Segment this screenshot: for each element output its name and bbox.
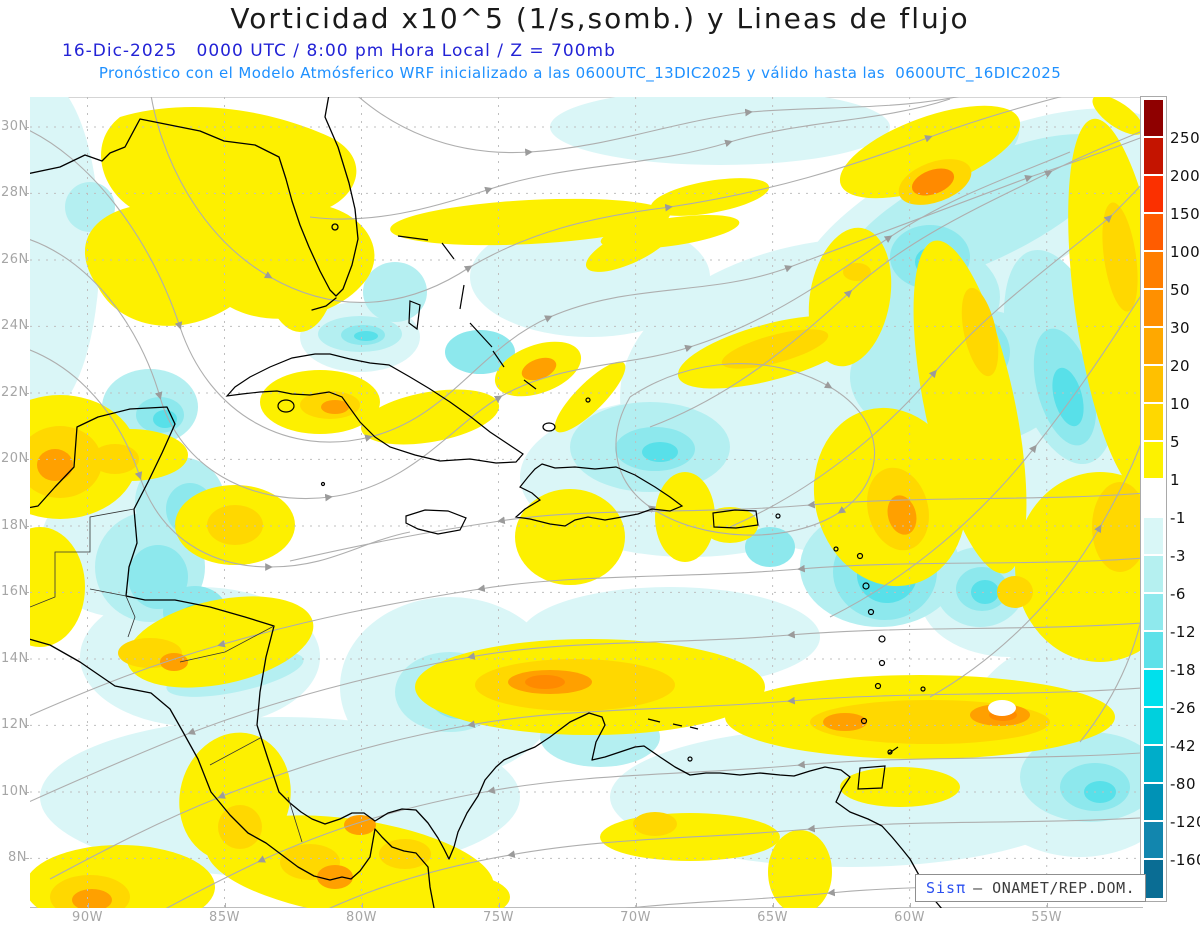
- colorbar-tick-label: -12: [1170, 623, 1196, 641]
- colorbar-tick-label: -26: [1170, 699, 1196, 717]
- colorbar-tick-label: -120: [1170, 813, 1200, 831]
- lon-tick: [498, 903, 500, 908]
- lon-tick: [909, 903, 911, 908]
- colorbar-tick-label: 10: [1170, 395, 1191, 413]
- colorbar-segment: [1144, 708, 1163, 746]
- colorbar-tick-label: 5: [1170, 433, 1181, 451]
- colorbar-tick-label: -80: [1170, 775, 1196, 793]
- lat-tick: [24, 326, 29, 328]
- colorbar-tick-label: -6: [1170, 585, 1186, 603]
- colorbar-segment: [1144, 252, 1163, 290]
- lat-label: 26N: [1, 252, 29, 267]
- colorbar-tick-label: -42: [1170, 737, 1196, 755]
- watermark-text: – ONAMET/REP.DOM.: [973, 879, 1136, 897]
- colorbar-segment: [1144, 860, 1163, 898]
- colorbar-tick-label: 50: [1170, 281, 1191, 299]
- colorbar-tick-label: 250: [1170, 129, 1200, 147]
- colorbar-segment: [1144, 784, 1163, 822]
- colorbar-segment: [1144, 822, 1163, 860]
- colorbar-segment: [1144, 518, 1163, 556]
- lon-label: 70W: [620, 910, 652, 925]
- colorbar-tick-label: 30: [1170, 319, 1191, 337]
- colorbar-segment: [1144, 594, 1163, 632]
- colorbar-segment: [1144, 404, 1163, 442]
- lon-label: 75W: [483, 910, 514, 925]
- map-canvas: [30, 97, 1143, 908]
- colorbar-segment: [1144, 328, 1163, 366]
- colorbar-segment: [1144, 746, 1163, 784]
- colorbar-segment: [1144, 632, 1163, 670]
- lat-label: 30N: [1, 119, 29, 134]
- lon-tick: [87, 903, 89, 908]
- lat-label: 16N: [1, 584, 29, 600]
- colorbar-segment: [1144, 442, 1163, 480]
- colorbar-tick-label: 100: [1170, 243, 1200, 261]
- lon-label: 80W: [346, 910, 377, 925]
- lat-tick: [24, 659, 29, 660]
- lon-tick: [1046, 903, 1048, 908]
- datetime-subtitle: 16-Dic-2025 0000 UTC / 8:00 pm Hora Loca…: [62, 41, 616, 61]
- colorbar-tick-label: -18: [1170, 661, 1196, 679]
- colorbar-segment: [1144, 100, 1163, 138]
- lat-tick: [24, 459, 29, 461]
- lat-tick: [24, 792, 29, 793]
- colorbar-segment: [1144, 480, 1163, 518]
- lat-label: 24N: [1, 318, 29, 334]
- streamlines: [30, 97, 1143, 908]
- page-title: Vorticidad x10^5 (1/s,somb.) y Lineas de…: [230, 2, 970, 35]
- lon-label: 85W: [209, 910, 240, 925]
- lon-tick: [635, 903, 637, 908]
- lat-label: 14N: [1, 651, 29, 666]
- lon-tick: [361, 903, 363, 908]
- model-subtitle: Pronóstico con el Modelo Atmósferico WRF…: [98, 64, 1062, 82]
- colorbar-tick-label: 1: [1170, 471, 1181, 489]
- lat-tick: [24, 858, 29, 860]
- colorbar-segment: [1144, 366, 1163, 404]
- lat-label: 8N: [8, 850, 27, 866]
- watermark-box: Sisπ – ONAMET/REP.DOM.: [915, 874, 1147, 902]
- colorbar-tick-label: -1: [1170, 509, 1186, 527]
- lat-label: 22N: [1, 385, 29, 400]
- lat-label: 12N: [1, 717, 29, 733]
- lon-label: 55W: [1031, 910, 1063, 925]
- colorbar-segment: [1144, 176, 1163, 214]
- colorbar-segment: [1144, 670, 1163, 708]
- colorbar-segment: [1144, 138, 1163, 176]
- lon-label: 90W: [72, 910, 103, 925]
- lat-label: 20N: [1, 451, 29, 467]
- lat-tick: [24, 592, 29, 594]
- watermark-brand: Sisπ: [926, 879, 967, 897]
- lat-tick: [24, 393, 29, 394]
- colorbar-segment: [1144, 556, 1163, 594]
- lon-label: 60W: [894, 910, 926, 925]
- lat-label: 28N: [1, 185, 29, 201]
- colorbar-segment: [1144, 290, 1163, 328]
- colorbar-segment: [1144, 214, 1163, 252]
- colorbar-tick-label: 200: [1170, 167, 1200, 185]
- colorbar: [1144, 100, 1163, 898]
- coastlines: [30, 97, 943, 908]
- lat-tick: [24, 526, 29, 527]
- lat-tick: [24, 193, 29, 195]
- lat-tick: [24, 725, 29, 727]
- lat-tick: [24, 260, 29, 261]
- colorbar-tick-label: -160: [1170, 851, 1200, 869]
- colorbar-tick-label: 20: [1170, 357, 1191, 375]
- lat-label: 18N: [1, 518, 29, 533]
- colorbar-tick-label: -3: [1170, 547, 1186, 565]
- lat-label: 10N: [1, 784, 29, 799]
- lat-tick: [24, 127, 29, 128]
- lon-label: 65W: [757, 910, 789, 925]
- lon-tick: [224, 903, 226, 908]
- lon-tick: [772, 903, 774, 908]
- colorbar-tick-label: 150: [1170, 205, 1200, 223]
